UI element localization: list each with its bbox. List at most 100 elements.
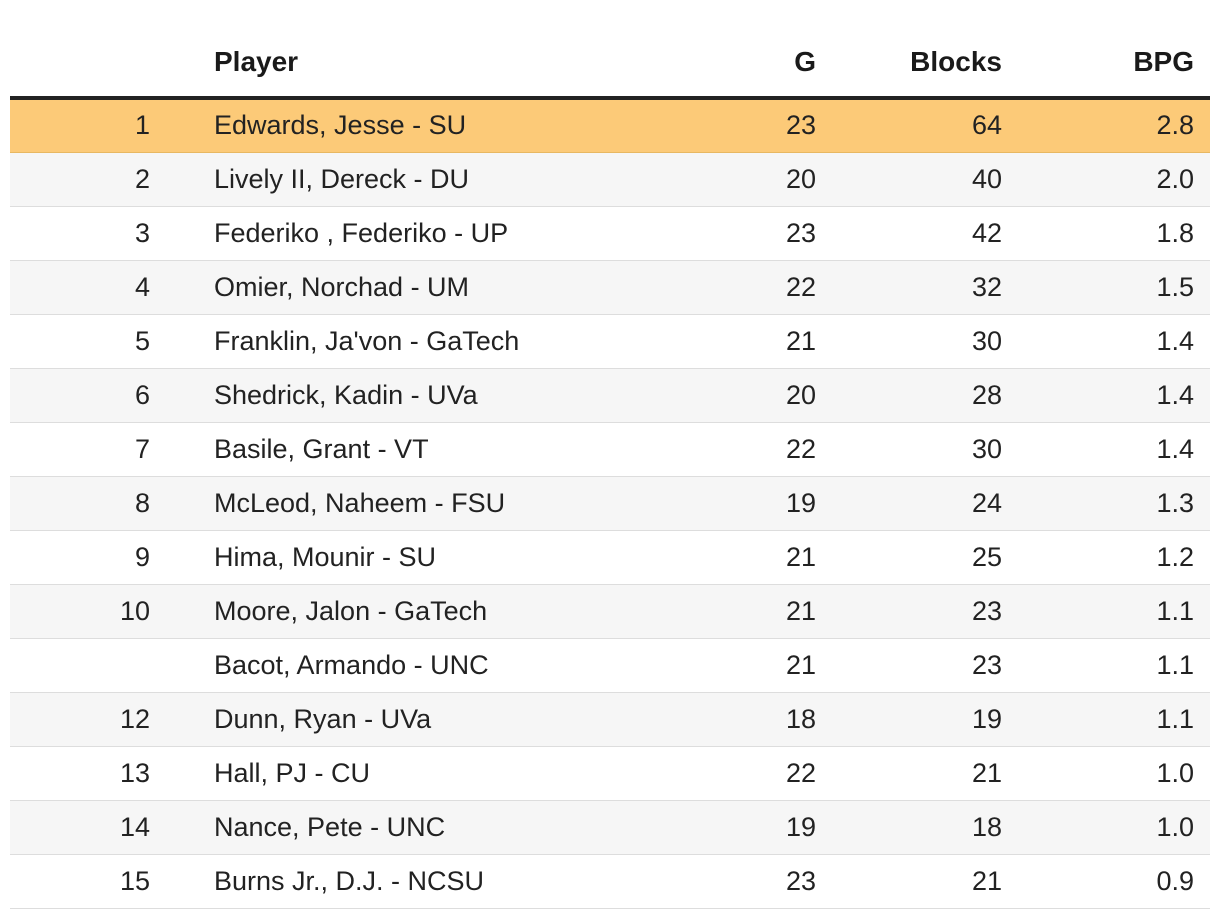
bpg-cell: 2.8	[1006, 98, 1210, 153]
blocks-cell: 24	[818, 476, 1006, 531]
player-cell: McLeod, Naheem - FSU	[150, 476, 650, 531]
games-cell: 22	[650, 260, 818, 315]
blocks-cell: 32	[818, 260, 1006, 315]
player-cell: Moore, Jalon - GaTech	[150, 584, 650, 639]
header-rank	[10, 28, 150, 100]
blocks-cell: 28	[818, 368, 1006, 423]
table-row: 10 Moore, Jalon - GaTech 21 23 1.1	[10, 584, 1210, 639]
table-row: 9 Hima, Mounir - SU 21 25 1.2	[10, 530, 1210, 585]
games-cell: 19	[650, 476, 818, 531]
table-header: Player G Blocks BPG	[10, 28, 1210, 100]
rank-cell: 9	[10, 530, 150, 585]
blocks-leaders-table: Player G Blocks BPG 1 Edwards, Jesse - SU…	[10, 28, 1210, 909]
player-cell: Lively II, Dereck - DU	[150, 152, 650, 207]
bpg-cell: 1.8	[1006, 206, 1210, 261]
bpg-cell: 1.4	[1006, 314, 1210, 369]
player-cell: Bacot, Armando - UNC	[150, 638, 650, 693]
table-row: 12 Dunn, Ryan - UVa 18 19 1.1	[10, 692, 1210, 747]
rank-cell: 6	[10, 368, 150, 423]
bpg-cell: 1.0	[1006, 800, 1210, 855]
rank-cell: 13	[10, 746, 150, 801]
games-cell: 22	[650, 422, 818, 477]
blocks-cell: 23	[818, 638, 1006, 693]
table-row: 15 Burns Jr., D.J. - NCSU 23 21 0.9	[10, 854, 1210, 909]
bpg-cell: 1.5	[1006, 260, 1210, 315]
games-cell: 21	[650, 638, 818, 693]
games-cell: 20	[650, 152, 818, 207]
rank-cell: 7	[10, 422, 150, 477]
blocks-cell: 18	[818, 800, 1006, 855]
table-row: 1 Edwards, Jesse - SU 23 64 2.8	[10, 98, 1210, 153]
table-row: 14 Nance, Pete - UNC 19 18 1.0	[10, 800, 1210, 855]
table-body: 1 Edwards, Jesse - SU 23 64 2.8 2 Lively II, D…	[10, 98, 1210, 909]
games-cell: 23	[650, 854, 818, 909]
player-cell: Hima, Mounir - SU	[150, 530, 650, 585]
games-cell: 21	[650, 530, 818, 585]
rank-cell: 8	[10, 476, 150, 531]
bpg-cell: 0.9	[1006, 854, 1210, 909]
rank-cell: 5	[10, 314, 150, 369]
table-row: 5 Franklin, Ja'von - GaTech 21 30 1.4	[10, 314, 1210, 369]
table-row: 4 Omier, Norchad - UM 22 32 1.5	[10, 260, 1210, 315]
games-cell: 19	[650, 800, 818, 855]
rank-cell: 14	[10, 800, 150, 855]
bpg-cell: 2.0	[1006, 152, 1210, 207]
bpg-cell: 1.4	[1006, 368, 1210, 423]
rank-cell: 10	[10, 584, 150, 639]
table-row: 6 Shedrick, Kadin - UVa 20 28 1.4	[10, 368, 1210, 423]
bpg-cell: 1.4	[1006, 422, 1210, 477]
blocks-cell: 40	[818, 152, 1006, 207]
blocks-cell: 19	[818, 692, 1006, 747]
player-cell: Edwards, Jesse - SU	[150, 98, 650, 153]
bpg-cell: 1.2	[1006, 530, 1210, 585]
header-games[interactable]: G	[650, 28, 818, 100]
games-cell: 23	[650, 98, 818, 153]
bpg-cell: 1.1	[1006, 638, 1210, 693]
blocks-cell: 42	[818, 206, 1006, 261]
rank-cell: 12	[10, 692, 150, 747]
bpg-cell: 1.1	[1006, 692, 1210, 747]
player-cell: Federiko , Federiko - UP	[150, 206, 650, 261]
table-row: 7 Basile, Grant - VT 22 30 1.4	[10, 422, 1210, 477]
header-player[interactable]: Player	[150, 28, 650, 100]
blocks-cell: 30	[818, 422, 1006, 477]
games-cell: 21	[650, 314, 818, 369]
rank-cell: 3	[10, 206, 150, 261]
rank-cell	[10, 638, 150, 693]
player-cell: Basile, Grant - VT	[150, 422, 650, 477]
blocks-cell: 21	[818, 746, 1006, 801]
player-cell: Nance, Pete - UNC	[150, 800, 650, 855]
table-row: 3 Federiko , Federiko - UP 23 42 1.8	[10, 206, 1210, 261]
blocks-cell: 23	[818, 584, 1006, 639]
rank-cell: 2	[10, 152, 150, 207]
table-row: 13 Hall, PJ - CU 22 21 1.0	[10, 746, 1210, 801]
blocks-cell: 25	[818, 530, 1006, 585]
games-cell: 20	[650, 368, 818, 423]
games-cell: 21	[650, 584, 818, 639]
bpg-cell: 1.3	[1006, 476, 1210, 531]
header-row: Player G Blocks BPG	[10, 28, 1210, 100]
bpg-cell: 1.1	[1006, 584, 1210, 639]
table-row: 8 McLeod, Naheem - FSU 19 24 1.3	[10, 476, 1210, 531]
rank-cell: 15	[10, 854, 150, 909]
header-blocks[interactable]: Blocks	[818, 28, 1006, 100]
table-row: Bacot, Armando - UNC 21 23 1.1	[10, 638, 1210, 693]
player-cell: Dunn, Ryan - UVa	[150, 692, 650, 747]
games-cell: 18	[650, 692, 818, 747]
rank-cell: 1	[10, 98, 150, 153]
games-cell: 23	[650, 206, 818, 261]
blocks-cell: 30	[818, 314, 1006, 369]
blocks-cell: 21	[818, 854, 1006, 909]
games-cell: 22	[650, 746, 818, 801]
header-bpg[interactable]: BPG	[1006, 28, 1210, 100]
rank-cell: 4	[10, 260, 150, 315]
blocks-leaders-table-container: Player G Blocks BPG 1 Edwards, Jesse - SU…	[10, 28, 1210, 909]
table-row: 2 Lively II, Dereck - DU 20 40 2.0	[10, 152, 1210, 207]
player-cell: Shedrick, Kadin - UVa	[150, 368, 650, 423]
blocks-cell: 64	[818, 98, 1006, 153]
player-cell: Omier, Norchad - UM	[150, 260, 650, 315]
bpg-cell: 1.0	[1006, 746, 1210, 801]
player-cell: Franklin, Ja'von - GaTech	[150, 314, 650, 369]
player-cell: Burns Jr., D.J. - NCSU	[150, 854, 650, 909]
player-cell: Hall, PJ - CU	[150, 746, 650, 801]
